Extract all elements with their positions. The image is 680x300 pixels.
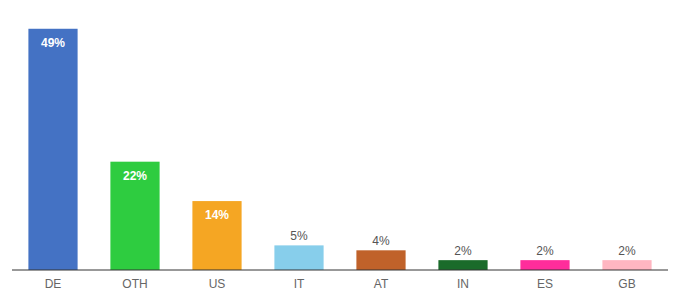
data-label: 2%	[454, 244, 472, 258]
bar	[602, 260, 651, 270]
x-axis	[12, 270, 668, 271]
bar	[274, 245, 323, 270]
x-tick-labels: DE OTH US IT AT IN ES GB	[45, 277, 636, 291]
bars	[28, 29, 651, 270]
x-tick-label: ES	[537, 277, 553, 291]
data-label: 14%	[205, 208, 229, 222]
bar	[192, 201, 241, 270]
bar	[110, 162, 159, 270]
data-label: 49%	[41, 36, 65, 50]
x-tick-label: IT	[294, 277, 305, 291]
x-tick-label: AT	[374, 277, 389, 291]
chart-container: 49% 22% 14% 5% 4% 2% 2% 2% DE OTH US IT AT IN ES GB	[0, 0, 680, 300]
data-label: 2%	[618, 244, 636, 258]
bar	[438, 260, 487, 270]
chart: 49% 22% 14% 5% 4% 2% 2% 2% DE OTH US IT AT IN ES GB	[0, 0, 680, 300]
x-tick-label: US	[209, 277, 226, 291]
data-labels: 49% 22% 14% 5% 4% 2% 2% 2%	[41, 36, 636, 258]
x-tick-label: IN	[457, 277, 469, 291]
bar	[28, 29, 77, 270]
page: {"chart_data": {"type": "bar", "categori…	[0, 0, 680, 300]
x-tick-label: OTH	[122, 277, 147, 291]
data-label: 5%	[290, 229, 308, 243]
x-tick-label: GB	[618, 277, 635, 291]
x-tick-label: DE	[45, 277, 62, 291]
data-label: 2%	[536, 244, 554, 258]
bar	[356, 250, 405, 270]
data-label: 4%	[372, 234, 390, 248]
bar	[520, 260, 569, 270]
data-label: 22%	[123, 169, 147, 183]
